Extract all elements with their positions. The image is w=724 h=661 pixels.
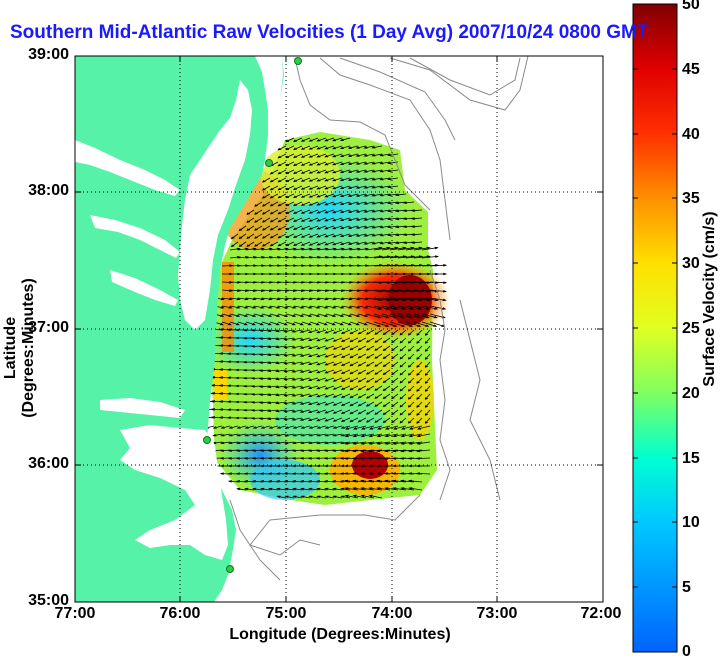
station-marker bbox=[266, 160, 273, 167]
colorbar-tick-label: 0 bbox=[682, 643, 691, 661]
colorbar bbox=[633, 4, 677, 652]
colorbar-tick-label: 50 bbox=[682, 0, 700, 14]
colorbar-tick-label: 30 bbox=[682, 255, 700, 273]
colorbar-tick-label: 5 bbox=[682, 579, 691, 597]
x-tick-label: 75:00 bbox=[251, 605, 321, 623]
colorbar-tick-label: 15 bbox=[682, 450, 700, 468]
y-axis-label: Latitude (Degrees:Minutes) bbox=[2, 248, 38, 448]
y-tick-label: 39:00 bbox=[5, 46, 69, 64]
x-tick-label: 76:00 bbox=[145, 605, 215, 623]
x-axis-label: Longitude (Degrees:Minutes) bbox=[0, 626, 702, 644]
station-marker bbox=[227, 566, 234, 573]
station-marker bbox=[295, 58, 302, 65]
x-tick-label: 77:00 bbox=[40, 605, 110, 623]
colorbar-label: Surface Velocity (cm/s) bbox=[701, 199, 719, 399]
x-tick-label: 74:00 bbox=[357, 605, 427, 623]
colorbar-tick-label: 10 bbox=[682, 514, 700, 532]
station-marker bbox=[204, 437, 211, 444]
colorbar-tick-label: 25 bbox=[682, 320, 700, 338]
colorbar-tick-label: 20 bbox=[682, 385, 700, 403]
x-tick-label: 73:00 bbox=[462, 605, 532, 623]
colorbar-tick-label: 35 bbox=[682, 190, 700, 208]
y-tick-label: 38:00 bbox=[5, 182, 69, 200]
map-title: Southern Mid-Atlantic Raw Velocities (1 … bbox=[10, 22, 648, 44]
colorbar-tick-label: 40 bbox=[682, 126, 700, 144]
y-tick-label: 36:00 bbox=[5, 455, 69, 473]
colorbar-tick-label: 45 bbox=[682, 61, 700, 79]
x-tick-label: 72:00 bbox=[566, 605, 636, 623]
